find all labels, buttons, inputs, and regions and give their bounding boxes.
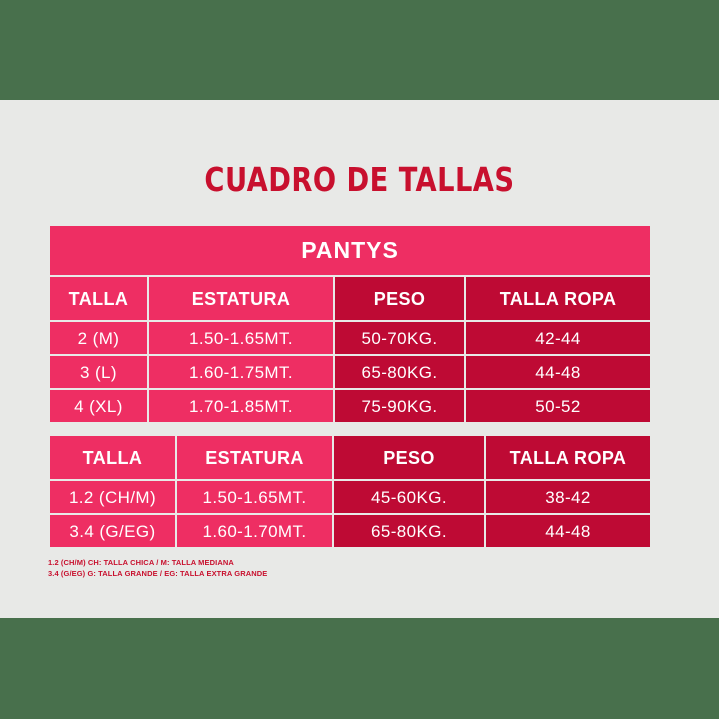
cell-talla: 2 (M) bbox=[50, 322, 147, 354]
header-estatura: ESTATURA bbox=[177, 436, 332, 479]
header-talla-ropa: TALLA ROPA bbox=[486, 436, 650, 479]
cell-talla: 3 (L) bbox=[50, 356, 147, 388]
cell-peso: 65-80KG. bbox=[334, 515, 484, 547]
top-green-band bbox=[0, 0, 719, 100]
cell-talla-ropa: 44-48 bbox=[486, 515, 650, 547]
footnote-line-2: 3.4 (G/EG) G: TALLA GRANDE / EG: TALLA E… bbox=[48, 568, 268, 578]
pantys-size-table: PANTYS TALLA ESTATURA PESO TALLA ROPA 2 … bbox=[48, 224, 653, 424]
cell-talla-ropa: 38-42 bbox=[486, 481, 650, 513]
table-row: 4 (XL) 1.70-1.85MT. 75-90KG. 50-52 bbox=[50, 390, 651, 422]
footnote: 1.2 (CH/M) CH: TALLA CHICA / M: TALLA ME… bbox=[48, 558, 267, 580]
table-row: 3 (L) 1.60-1.75MT. 65-80KG. 44-48 bbox=[50, 356, 651, 388]
header-peso: PESO bbox=[335, 277, 464, 320]
cell-peso: 45-60KG. bbox=[334, 481, 484, 513]
cell-talla: 4 (XL) bbox=[50, 390, 147, 422]
bottom-green-band bbox=[0, 618, 719, 719]
header-talla: TALLA bbox=[50, 436, 175, 479]
cell-peso: 65-80KG. bbox=[335, 356, 464, 388]
cell-peso: 75-90KG. bbox=[335, 390, 464, 422]
cell-talla-ropa: 44-48 bbox=[466, 356, 651, 388]
table-row: 3.4 (G/EG) 1.60-1.70MT. 65-80KG. 44-48 bbox=[50, 515, 650, 547]
header-talla-ropa: TALLA ROPA bbox=[466, 277, 651, 320]
cell-peso: 50-70KG. bbox=[335, 322, 464, 354]
secondary-size-table: TALLA ESTATURA PESO TALLA ROPA 1.2 (CH/M… bbox=[48, 434, 652, 549]
cell-talla: 1.2 (CH/M) bbox=[50, 481, 175, 513]
footnote-line-1: 1.2 (CH/M) CH: TALLA CHICA / M: TALLA ME… bbox=[48, 558, 234, 567]
cell-estatura: 1.60-1.75MT. bbox=[149, 356, 333, 388]
table-banner-row: PANTYS bbox=[50, 226, 651, 275]
page-title: CUADRO DE TALLAS bbox=[204, 160, 515, 199]
table-header-row: TALLA ESTATURA PESO TALLA ROPA bbox=[50, 277, 651, 320]
pantys-banner-label: PANTYS bbox=[50, 226, 651, 275]
cell-estatura: 1.50-1.65MT. bbox=[177, 481, 332, 513]
cell-estatura: 1.70-1.85MT. bbox=[149, 390, 333, 422]
cell-talla: 3.4 (G/EG) bbox=[50, 515, 175, 547]
table-header-row: TALLA ESTATURA PESO TALLA ROPA bbox=[50, 436, 650, 479]
header-talla: TALLA bbox=[50, 277, 147, 320]
cell-estatura: 1.60-1.70MT. bbox=[177, 515, 332, 547]
cell-talla-ropa: 50-52 bbox=[466, 390, 651, 422]
cell-estatura: 1.50-1.65MT. bbox=[149, 322, 333, 354]
table-row: 2 (M) 1.50-1.65MT. 50-70KG. 42-44 bbox=[50, 322, 651, 354]
cell-talla-ropa: 42-44 bbox=[466, 322, 651, 354]
table-row: 1.2 (CH/M) 1.50-1.65MT. 45-60KG. 38-42 bbox=[50, 481, 650, 513]
header-estatura: ESTATURA bbox=[149, 277, 333, 320]
header-peso: PESO bbox=[334, 436, 484, 479]
